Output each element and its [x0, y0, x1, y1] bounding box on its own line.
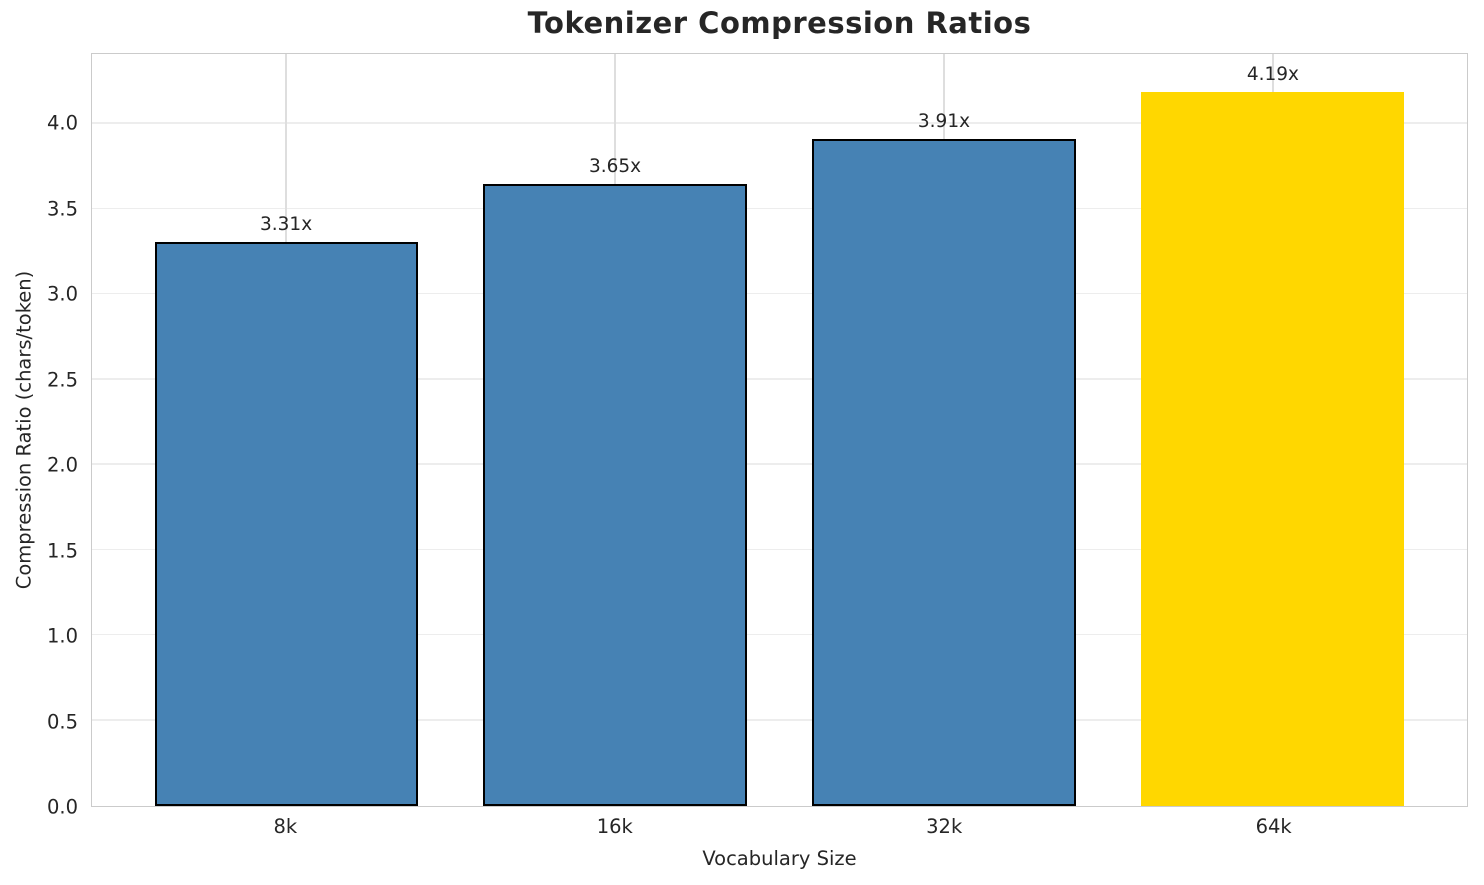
horizontal-gridline	[92, 633, 1467, 636]
horizontal-gridline	[92, 378, 1467, 380]
y-tick-label: 4.0	[46, 111, 78, 135]
horizontal-gridline	[92, 292, 1467, 295]
y-tick-label: 3.5	[46, 197, 78, 221]
bar-value-label: 3.65x	[588, 155, 642, 177]
y-tick-label: 1.0	[46, 624, 78, 648]
bar-64k	[1141, 91, 1405, 806]
x-axis-ticks: 8k 16k 32k 64k	[91, 815, 1468, 841]
x-tick-label: 32k	[926, 815, 963, 838]
y-tick-label: 2.5	[46, 368, 78, 392]
chart-title: Tokenizer Compression Ratios	[527, 6, 1032, 40]
x-tick-label: 8k	[273, 815, 298, 838]
horizontal-gridline	[92, 548, 1467, 551]
y-tick-label: 0.0	[46, 795, 78, 819]
y-tick-label: 1.5	[46, 539, 78, 563]
bars-layer: 3.31x 3.65x 3.91x 4.19x	[92, 54, 1467, 806]
y-tick-label: 2.0	[46, 453, 78, 477]
horizontal-gridline	[92, 207, 1467, 210]
bar-8k	[154, 241, 418, 806]
y-axis-ticks: 0.0 0.5 1.0 1.5 2.0 2.5 3.0 3.5 4.0	[0, 53, 78, 819]
horizontal-gridline	[92, 463, 1467, 465]
bar-32k	[812, 139, 1076, 806]
x-tick-label: 64k	[1255, 815, 1292, 838]
y-tick-label: 0.5	[46, 710, 78, 733]
bar-value-label: 4.19x	[1246, 63, 1299, 85]
bar-value-label: 3.91x	[917, 111, 971, 133]
horizontal-gridline	[92, 122, 1467, 124]
x-tick-label: 16k	[596, 815, 633, 838]
bar-value-label: 3.31x	[260, 213, 313, 235]
horizontal-gridline	[92, 719, 1467, 721]
y-tick-label: 3.0	[46, 282, 78, 306]
x-axis-title: Vocabulary Size	[702, 847, 857, 870]
bar-16k	[483, 183, 747, 806]
plot-area: 3.31x 3.65x 3.91x 4.19x	[91, 53, 1468, 807]
